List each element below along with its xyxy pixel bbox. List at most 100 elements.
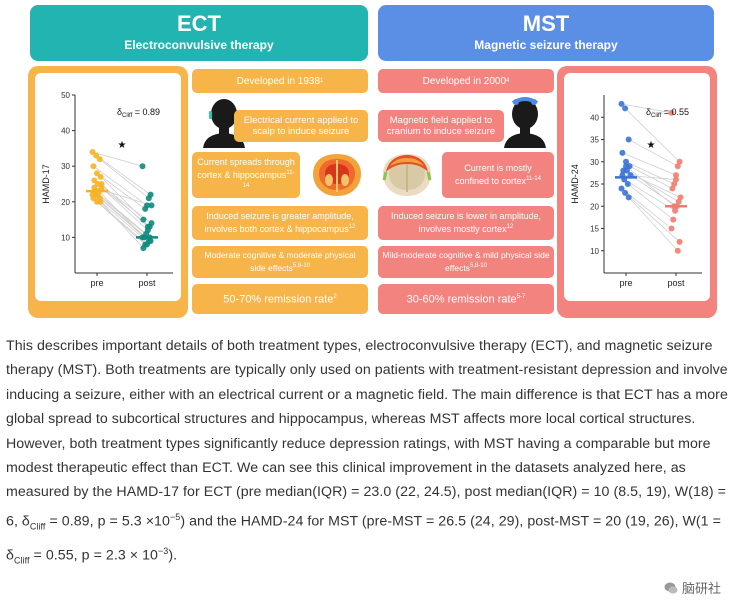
ect-pair-line xyxy=(101,183,149,228)
ect-pair-line xyxy=(97,194,150,238)
mst-seizure: Induced seizure is lower in amplitude, i… xyxy=(378,206,554,240)
mst-remission-ref: 5-7 xyxy=(516,294,526,301)
ect-pre-point xyxy=(98,181,105,187)
mst-y-tick-label: 15 xyxy=(590,225,599,234)
ect-pre-point xyxy=(91,184,98,191)
mst-seizure-text: Induced seizure is lower in amplitude, i… xyxy=(390,211,542,234)
mst-post-point xyxy=(676,238,683,245)
ect-spread-text: Current spreads through cortex & hippoca… xyxy=(197,156,295,180)
mst-y-tick-label: 10 xyxy=(590,247,599,256)
mst-pre-point xyxy=(619,149,626,156)
para-part-4: = xyxy=(708,513,721,530)
mst-stimulus-text: Magnetic field applied to cranium to ind… xyxy=(386,115,496,137)
mst-developed-ref: 4 xyxy=(506,77,510,84)
ect-remission-ref: 2 xyxy=(333,294,337,301)
ect-post-point xyxy=(142,205,149,212)
para-part-1: This describes important details of both… xyxy=(6,338,728,530)
mst-pre-point xyxy=(618,100,625,107)
para-sup-2: −3 xyxy=(158,545,169,556)
para-part-2: = 0.89, p = 5.3 ×10 xyxy=(45,513,170,530)
mst-y-tick-label: 30 xyxy=(590,158,599,167)
ect-pair-line xyxy=(100,201,144,249)
ect-spread-ref: 11-14 xyxy=(242,169,295,189)
ect-post-point xyxy=(145,195,152,202)
mst-pair-line xyxy=(622,152,677,176)
mst-pair-line xyxy=(625,161,675,185)
ect-plot-card: 10 20 30 40 50 HAMD-17 pre post δCliff = 0.89 ★ xyxy=(35,73,181,301)
mst-x-tick-label: pre xyxy=(619,278,632,288)
mst-pre-point xyxy=(618,185,625,192)
para-sub-2: Cliff xyxy=(13,555,30,566)
mst-post-point xyxy=(674,163,681,170)
mst-post-point xyxy=(670,216,677,223)
ect-pair-line xyxy=(95,155,151,196)
mst-stimulus: Magnetic field applied to cranium to ind… xyxy=(378,110,504,142)
mst-title: MST xyxy=(522,11,570,36)
mst-pre-point xyxy=(625,194,632,201)
ect-y-label: HAMD-17 xyxy=(41,164,51,204)
mst-pre-point xyxy=(622,189,629,196)
mst-pair-line xyxy=(621,103,672,114)
ect-pre-point xyxy=(90,163,97,170)
mst-spread-ref: 11-14 xyxy=(526,176,541,182)
ect-plot-panel: 10 20 30 40 50 HAMD-17 pre post δCliff = 0.89 ★ xyxy=(28,66,188,318)
ect-pair-line xyxy=(99,158,150,199)
mst-significance-star: ★ xyxy=(647,140,656,151)
ect-seizure: Induced seizure is greater amplitude, in… xyxy=(192,206,368,240)
ect-stat-label: δCliff = 0.89 xyxy=(117,107,160,119)
mst-pair-line xyxy=(625,165,675,207)
ect-pair-line xyxy=(96,172,146,210)
ect-post-point xyxy=(140,245,147,252)
ect-developed-text: Developed in 1938 xyxy=(236,75,321,87)
ect-seizure-text: Induced seizure is greater amplitude, in… xyxy=(204,211,354,234)
ect-effects-text: Moderate cognitive & moderate physical s… xyxy=(204,250,356,273)
mst-pre-point xyxy=(623,167,630,174)
mst-post-point xyxy=(673,172,679,179)
mst-pre-point xyxy=(624,181,631,187)
para-sub-1: Cliff xyxy=(29,521,46,532)
ect-brain-heatmap-icon xyxy=(313,154,361,196)
ect-pair-line xyxy=(101,187,149,231)
ect-pre-point xyxy=(94,191,101,198)
mst-y-tick-label: 25 xyxy=(590,180,599,189)
ect-y-tick-label: 10 xyxy=(61,233,70,242)
mst-pre-point xyxy=(623,158,629,165)
mst-pair-line xyxy=(624,192,680,243)
mst-developed: Developed in 2000 4 xyxy=(378,69,554,93)
ect-significance-star: ★ xyxy=(118,140,127,151)
ect-stimulus-text: Electrical current applied to scalp to i… xyxy=(243,115,359,137)
mst-plot-panel: 10 15 20 25 30 35 40 HAMD-24 pre post δCliff = 0.5… xyxy=(557,66,717,318)
ect-x-tick-label: post xyxy=(138,278,156,288)
ect-pre-point xyxy=(97,198,104,205)
mst-post-point xyxy=(672,207,679,214)
mst-pair-line xyxy=(627,183,674,220)
figure: ECT Electroconvulsive therapy MST Magnet… xyxy=(28,5,717,318)
mst-plot-card: 10 15 20 25 30 35 40 HAMD-24 pre post δCliff = 0.5… xyxy=(564,73,710,301)
ect-pair-line xyxy=(99,197,150,242)
mst-y-tick-label: 20 xyxy=(590,202,599,211)
ect-post-point xyxy=(144,223,151,230)
ect-y-tick-label: 40 xyxy=(61,127,70,136)
ect-remission: 50-70% remission rate2 xyxy=(192,284,368,314)
mst-effects-text: Mild-moderate cognitive & mild physical … xyxy=(382,250,550,273)
mst-effects: Mild-moderate cognitive & mild physical … xyxy=(378,246,554,278)
para-part-6: = 0.55, p = 2.3 × 10 xyxy=(29,547,158,564)
ect-header: ECT Electroconvulsive therapy xyxy=(30,5,368,61)
mst-post-point xyxy=(669,185,676,192)
ect-pair-line xyxy=(100,176,144,220)
ect-y-tick-label: 20 xyxy=(61,198,70,207)
mst-post-point xyxy=(668,225,675,232)
ect-y-tick-label: 50 xyxy=(61,91,70,100)
mst-developed-text: Developed in 2000 xyxy=(422,75,507,87)
mst-pair-line xyxy=(628,197,679,252)
mst-post-point xyxy=(673,176,679,183)
mst-pair-line xyxy=(628,139,678,167)
ect-post-point xyxy=(148,202,155,209)
ect-developed-ref: 1 xyxy=(320,77,324,84)
mst-pre-point xyxy=(623,163,629,170)
mst-remission: 30-60% remission rate5-7 xyxy=(378,284,554,314)
mst-chart: 10 15 20 25 30 35 40 HAMD-24 pre post δCliff = 0.5… xyxy=(570,95,702,288)
ect-x-tick-label: pre xyxy=(90,278,103,288)
wechat-icon xyxy=(664,582,678,594)
mst-x-tick-label: post xyxy=(667,278,685,288)
